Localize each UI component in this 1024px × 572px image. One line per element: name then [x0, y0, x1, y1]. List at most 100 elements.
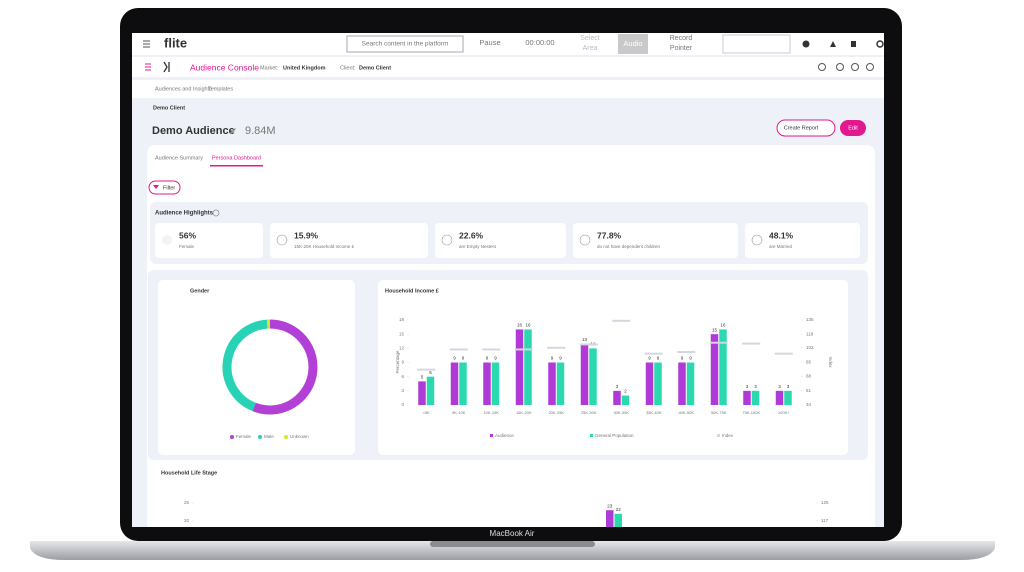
nav-link[interactable]: Audiences and Insights	[155, 86, 212, 92]
client-select[interactable]: Demo Client	[359, 65, 391, 71]
index-marker	[547, 346, 566, 349]
value-label: 9	[462, 356, 465, 361]
y-tick-label: 25	[184, 500, 190, 505]
value-label: 9	[494, 356, 497, 361]
bar	[710, 334, 719, 405]
y-tick-label: 9	[401, 360, 404, 365]
x-tick-label: 75K-100K	[742, 410, 760, 415]
legend-swatch	[717, 434, 720, 437]
index-marker	[579, 343, 598, 346]
highlight-icon	[441, 234, 453, 246]
icon[interactable]	[866, 63, 874, 71]
value-label: 3	[754, 384, 757, 389]
bar	[686, 362, 695, 405]
value-label: 2	[624, 389, 627, 394]
highlight-label: are Empty Nesters	[459, 244, 497, 249]
tab[interactable]: Audience Summary	[155, 155, 203, 161]
legend-swatch	[490, 434, 493, 437]
app-logo	[163, 61, 170, 73]
y2-tick-label: 135	[806, 317, 814, 322]
bar	[491, 362, 500, 405]
filter-button[interactable]	[148, 180, 181, 195]
bar	[621, 395, 630, 405]
x-tick-label: 40K-50K	[678, 410, 694, 415]
highlight-value: 22.6%	[459, 230, 484, 240]
icon[interactable]	[818, 63, 826, 71]
highlight-card	[573, 223, 738, 258]
y2-tick-label: 117	[821, 518, 829, 523]
y2-tick-label: 85	[806, 359, 812, 364]
highlight-value: 15.9%	[294, 230, 319, 240]
create-report-button[interactable]	[776, 119, 836, 137]
y2-axis-label: Index	[828, 356, 833, 368]
app-title: Audience Console	[190, 62, 259, 72]
audience-size: 9.84M	[245, 125, 276, 137]
index-marker	[774, 352, 793, 355]
highlight-value: 77.8%	[597, 230, 622, 240]
icon[interactable]	[851, 41, 856, 47]
select-area[interactable]: Select	[580, 35, 600, 42]
bar	[784, 390, 792, 405]
select-area[interactable]: Area	[583, 45, 598, 52]
donut-segment	[222, 319, 268, 412]
bar	[524, 329, 532, 405]
bar	[426, 376, 435, 405]
bar	[450, 362, 459, 405]
app-menu[interactable]	[145, 63, 151, 71]
highlight-card	[435, 223, 566, 258]
y-tick-label: 12	[399, 346, 405, 351]
device-label: MacBook Air	[490, 529, 535, 538]
highlight-label: 15K-20K Household Income £	[294, 244, 355, 249]
legend-label: Male	[264, 434, 274, 439]
search-placeholder: Search content in the platform	[362, 41, 449, 48]
record-pointer[interactable]: Record	[670, 35, 693, 42]
x-tick-label: 20K-25K	[548, 410, 564, 415]
nav-link[interactable]: Templates	[208, 86, 233, 92]
x-tick-label: 30K-35K	[613, 410, 629, 415]
value-label: 9	[689, 356, 692, 361]
y-tick-label: 6	[401, 374, 404, 379]
highlight-icon	[751, 234, 763, 246]
info-icon[interactable]	[212, 209, 220, 217]
tab-active[interactable]: Persona Dashboard	[212, 155, 261, 161]
icon[interactable]	[836, 63, 844, 71]
highlight-label: are Married	[769, 244, 793, 249]
icon[interactable]	[802, 40, 810, 48]
menu-icon	[143, 40, 150, 48]
legend-swatch	[590, 434, 593, 437]
legend-swatch	[258, 435, 262, 439]
legend-label: General Population	[595, 433, 634, 438]
bar	[645, 362, 654, 405]
icon[interactable]	[876, 40, 884, 48]
search-box[interactable]	[346, 35, 464, 53]
y-tick-label: 20	[184, 518, 190, 523]
pause-button[interactable]: Pause	[479, 38, 500, 47]
icon[interactable]	[830, 41, 836, 47]
bar	[613, 390, 621, 405]
filter-label: Filter	[163, 185, 175, 191]
bar	[719, 329, 727, 405]
highlight-icon	[162, 235, 172, 245]
edit-button[interactable]	[840, 120, 866, 136]
market[interactable]: United Kingdom	[283, 65, 326, 71]
legend-label: Unknown	[290, 434, 309, 439]
legend-label: Audience	[495, 433, 514, 438]
notch	[430, 541, 595, 547]
record-pointer[interactable]: Pointer	[670, 45, 693, 52]
highlight-value: 48.1%	[769, 230, 794, 240]
icon[interactable]	[851, 63, 859, 71]
value-label: 9	[657, 356, 660, 361]
index-marker	[514, 348, 533, 351]
value-label: 3	[778, 384, 781, 389]
value-label: 15	[712, 327, 718, 332]
laptop-base	[30, 541, 995, 560]
bar	[483, 362, 491, 405]
audio-button[interactable]: Audio	[623, 39, 642, 48]
chart-title: Household Income £	[385, 288, 439, 294]
y2-tick-label: 34	[806, 402, 812, 407]
edit-icon[interactable]	[230, 128, 236, 134]
x-tick-label: 100K+	[778, 410, 790, 415]
value-label: 16	[525, 323, 531, 328]
y2-tick-label: 102	[806, 345, 814, 350]
